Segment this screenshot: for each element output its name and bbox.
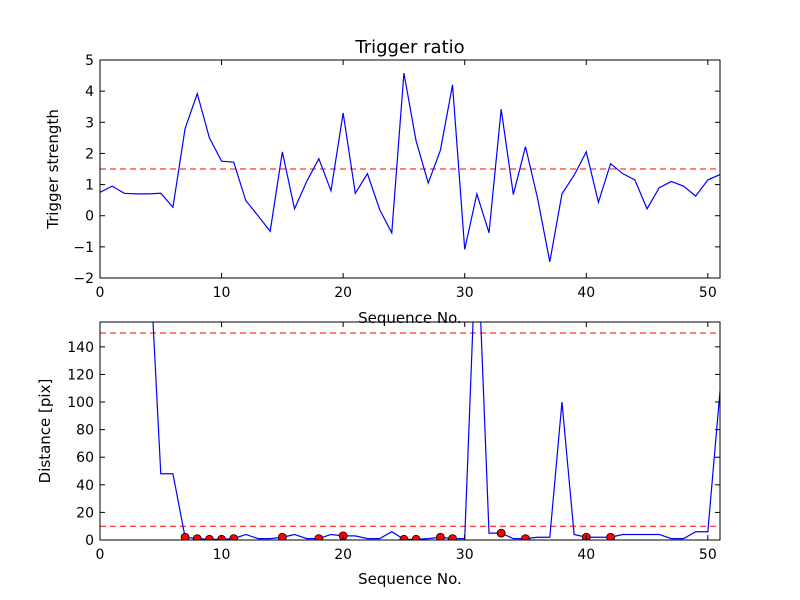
x-tick-label: 10 [213, 285, 231, 301]
y-tick-label: 100 [67, 395, 94, 411]
data-point [521, 534, 530, 540]
data-point [496, 528, 506, 538]
y-tick-label: −2 [73, 271, 94, 287]
x-tick-label: 40 [577, 285, 595, 301]
plot-frame [99, 59, 721, 279]
y-tick-label: 2 [85, 146, 94, 162]
y-tick-label: 140 [67, 340, 94, 356]
data-point [448, 534, 457, 540]
y-tick-label: 5 [85, 53, 94, 69]
y-tick-label: −1 [73, 240, 94, 256]
x-tick-label: 0 [96, 547, 105, 563]
y-tick-label: 3 [85, 115, 94, 131]
y-tick-label: 80 [76, 423, 94, 439]
y-tick-label: 0 [85, 209, 94, 225]
data-point [229, 534, 239, 540]
data-point [277, 532, 287, 540]
plot-frame [99, 321, 721, 541]
series-line [100, 72, 720, 262]
x-tick-label: 20 [334, 285, 352, 301]
data-point [411, 534, 421, 540]
x-tick-label: 20 [334, 547, 352, 563]
x-tick-label: 30 [456, 547, 474, 563]
x-tick-label: 50 [699, 547, 717, 563]
x-axis-label: Sequence No. [358, 309, 462, 327]
data-point [205, 534, 214, 540]
x-tick-label: 50 [699, 285, 717, 301]
data-point [435, 532, 445, 540]
y-tick-label: 60 [76, 450, 94, 466]
distance-chart: 0 10 20 30 40 50 0 20 40 60 80 100 120 140 Sequence N… [36, 321, 721, 588]
data-point [180, 532, 190, 540]
y-axis-label: Trigger strength [44, 109, 62, 230]
x-tick-label: 10 [213, 547, 231, 563]
y-tick-label: 120 [67, 367, 94, 383]
chart-title: Trigger ratio [354, 37, 464, 58]
y-tick-label: 40 [76, 478, 94, 494]
data-point [399, 534, 409, 540]
y-tick-label: 0 [85, 533, 94, 549]
y-tick-label: 1 [85, 178, 94, 194]
x-tick-label: 30 [456, 285, 474, 301]
data-point [192, 534, 202, 540]
y-axis-label: Distance [pix] [36, 379, 54, 484]
data-point [606, 532, 615, 540]
x-tick-label: 40 [577, 547, 595, 563]
x-tick-label: 0 [96, 285, 105, 301]
x-axis-label: Sequence No. [358, 570, 462, 588]
y-tick-label: 20 [76, 505, 94, 521]
data-point [314, 534, 324, 540]
y-tick-label: 4 [85, 84, 94, 100]
series-line [152, 322, 720, 540]
trigger-ratio-chart: Trigger ratio 0 10 20 30 40 50 −2 −1 0 1 2 3 4 5 Sequ… [44, 37, 721, 327]
